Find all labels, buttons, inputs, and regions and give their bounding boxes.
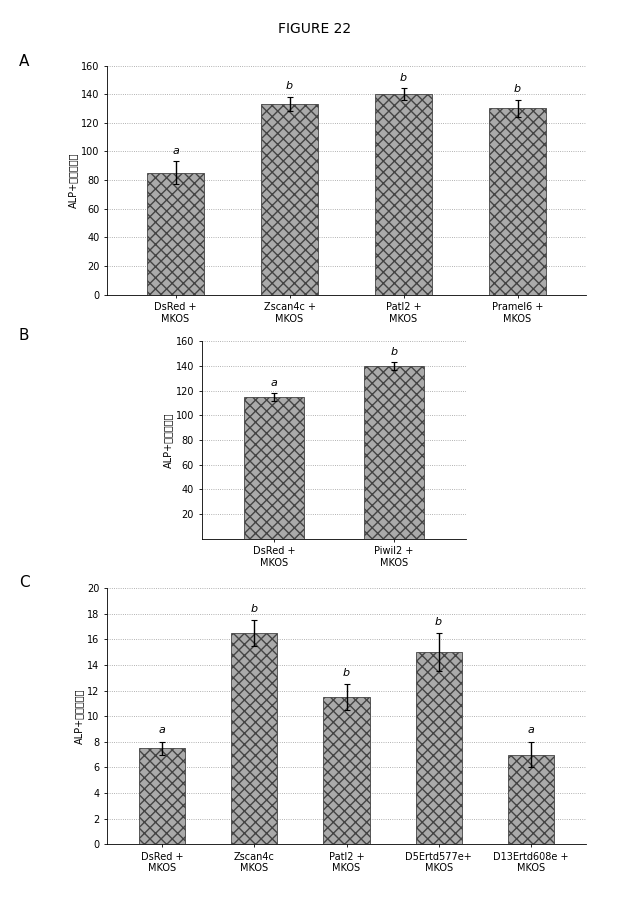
Bar xyxy=(508,754,554,844)
Text: A: A xyxy=(19,54,29,69)
Text: b: b xyxy=(251,603,258,614)
Text: a: a xyxy=(527,726,534,735)
Text: b: b xyxy=(391,348,398,357)
Text: B: B xyxy=(19,328,30,343)
Bar xyxy=(323,697,370,844)
Y-axis label: ALP+コロニー数: ALP+コロニー数 xyxy=(74,689,84,744)
Bar xyxy=(364,366,424,539)
Text: b: b xyxy=(400,73,407,83)
Text: FIGURE 22: FIGURE 22 xyxy=(278,22,352,37)
Bar xyxy=(244,397,304,539)
Text: a: a xyxy=(159,726,166,735)
Text: a: a xyxy=(172,145,179,155)
Text: b: b xyxy=(343,668,350,678)
Text: b: b xyxy=(286,82,293,92)
Bar xyxy=(231,633,277,844)
Bar xyxy=(139,748,185,844)
Text: a: a xyxy=(270,378,277,388)
Y-axis label: ALP+コロニー数: ALP+コロニー数 xyxy=(68,153,78,207)
Text: C: C xyxy=(19,575,30,590)
Text: b: b xyxy=(514,84,521,94)
Y-axis label: ALP+コロニー数: ALP+コロニー数 xyxy=(163,412,173,468)
Bar xyxy=(416,652,462,844)
Bar xyxy=(261,104,318,295)
Text: b: b xyxy=(435,617,442,627)
Bar xyxy=(147,173,204,295)
Bar xyxy=(489,109,546,295)
Bar xyxy=(375,94,432,295)
